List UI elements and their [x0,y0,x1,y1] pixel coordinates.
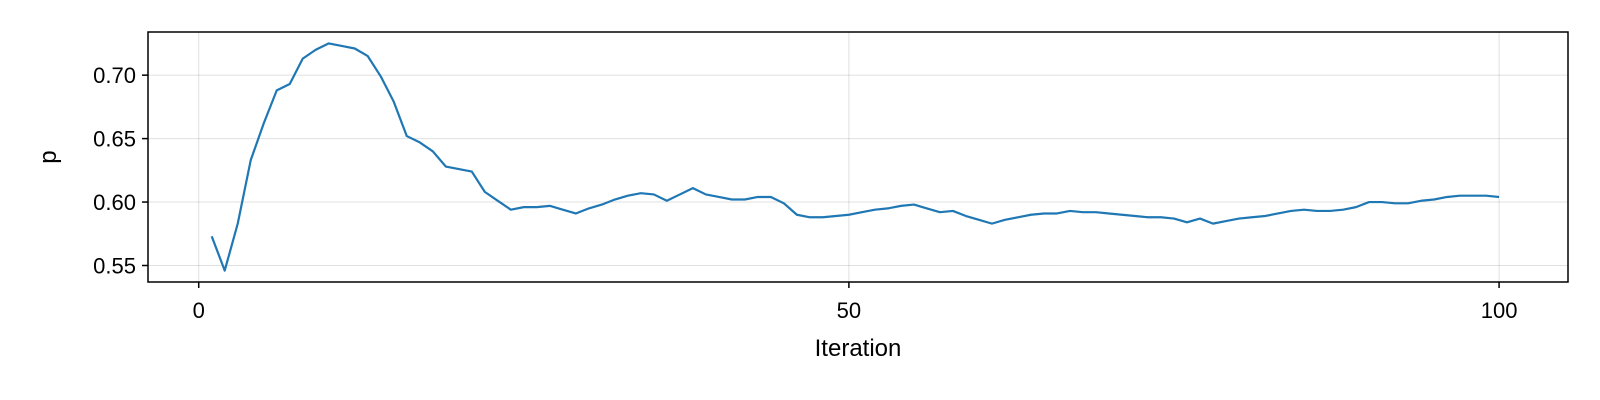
y-tick-label: 0.55 [93,254,136,279]
x-tick-label: 0 [193,298,205,323]
x-tick-label: 100 [1481,298,1518,323]
x-axis-label: Iteration [815,335,902,362]
y-grid-lines [148,74,1568,267]
plot-frame [147,31,1569,283]
y-axis-ticks: 0.55 0.60 0.65 0.70 [93,63,148,279]
y-axis-label: p [35,150,62,163]
x-axis-ticks: 0 50 100 [193,282,1518,323]
series-line [210,42,1500,272]
y-tick-label: 0.65 [93,127,136,152]
x-tick-label: 50 [837,298,861,323]
y-tick-label: 0.60 [93,190,136,215]
x-grid-lines [198,32,1500,282]
y-tick-label: 0.70 [93,63,136,88]
